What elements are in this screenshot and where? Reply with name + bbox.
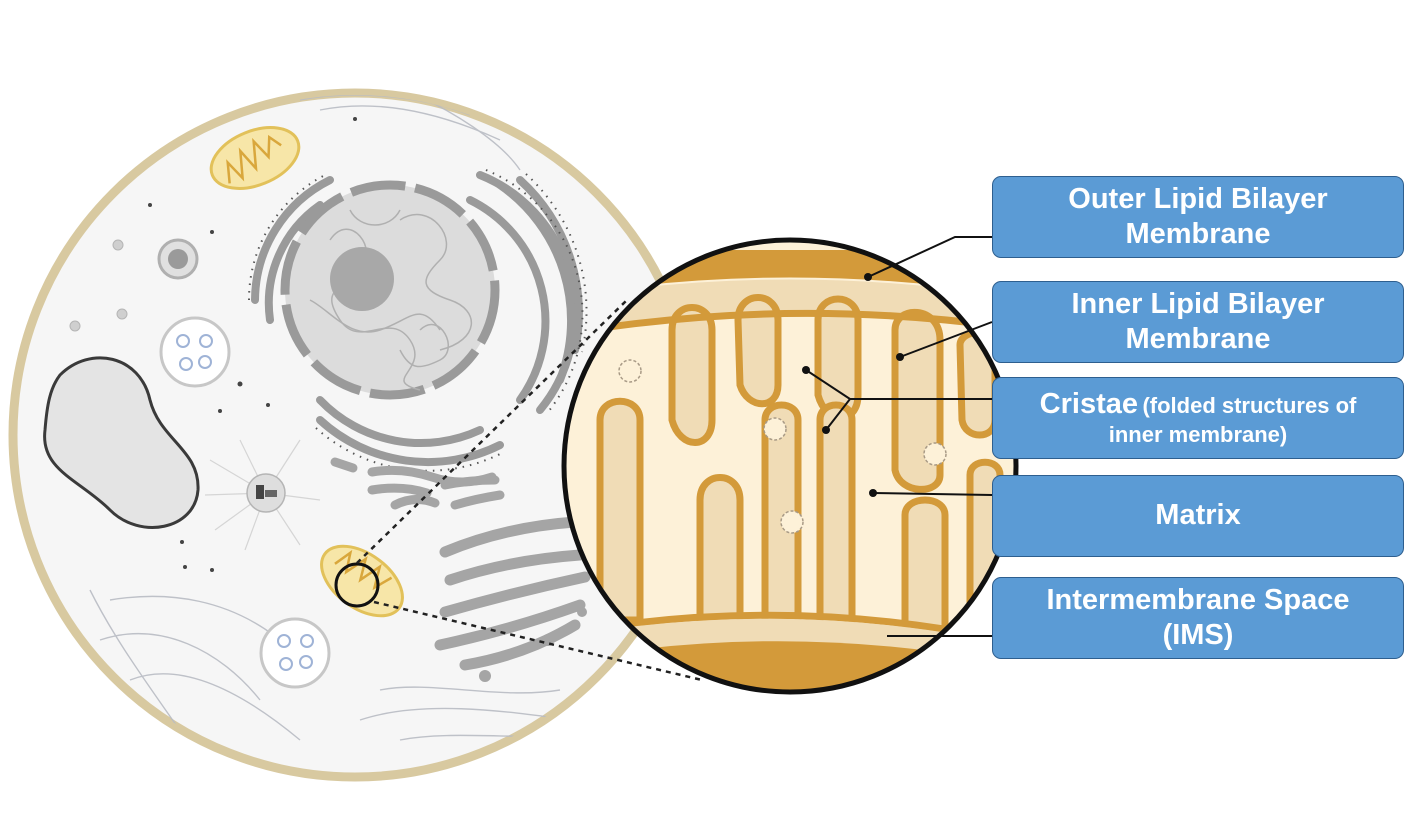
leader-lines bbox=[802, 236, 993, 637]
mitochondrion-small bbox=[209, 126, 301, 190]
label-cristae-title: Cristae bbox=[1039, 387, 1138, 420]
golgi-vesicles bbox=[479, 607, 587, 682]
matrix-granules bbox=[618, 359, 947, 534]
label-outer-membrane-line2: Membrane bbox=[1125, 218, 1271, 250]
label-cristae-note-b: inner membrane) bbox=[1108, 422, 1288, 448]
vesicle bbox=[159, 316, 231, 388]
label-matrix: Matrix bbox=[992, 475, 1404, 557]
cell bbox=[8, 88, 702, 782]
magnifier-selection-circle bbox=[334, 562, 380, 608]
label-ims-line1: Intermembrane Space bbox=[1046, 583, 1350, 616]
magnifier-guide-lines bbox=[356, 299, 703, 682]
label-inner-membrane: Inner Lipid Bilayer Membrane bbox=[992, 281, 1404, 363]
label-intermembrane-space: Intermembrane Space (IMS) bbox=[992, 577, 1404, 659]
label-outer-membrane-line1: Outer Lipid Bilayer bbox=[1068, 182, 1328, 215]
smooth-er bbox=[330, 457, 505, 510]
nucleus bbox=[280, 180, 500, 400]
ribosomes bbox=[148, 117, 357, 572]
granules bbox=[69, 239, 128, 332]
label-ims-line2: (IMS) bbox=[1162, 619, 1234, 651]
er-ribosomes bbox=[247, 169, 588, 472]
label-cristae: Cristae (folded structures of inner memb… bbox=[992, 377, 1404, 459]
label-inner-membrane-line2: Membrane bbox=[1125, 323, 1271, 355]
label-matrix-title: Matrix bbox=[1155, 499, 1241, 532]
lysosome bbox=[157, 238, 199, 280]
rough-endoplasmic-reticulum bbox=[251, 171, 583, 467]
intermembrane-space-top bbox=[564, 279, 1016, 335]
label-outer-membrane: Outer Lipid Bilayer Membrane bbox=[992, 176, 1404, 258]
label-inner-membrane-line1: Inner Lipid Bilayer bbox=[1071, 287, 1325, 320]
vacuole bbox=[43, 356, 200, 529]
golgi-apparatus bbox=[434, 516, 591, 671]
nucleolus bbox=[330, 247, 394, 311]
vesicle bbox=[259, 617, 331, 689]
zoom-circle-border bbox=[561, 237, 1019, 695]
centrosome bbox=[204, 439, 321, 551]
label-cristae-note-a: (folded structures of bbox=[1142, 392, 1357, 418]
cristae bbox=[596, 294, 1004, 654]
